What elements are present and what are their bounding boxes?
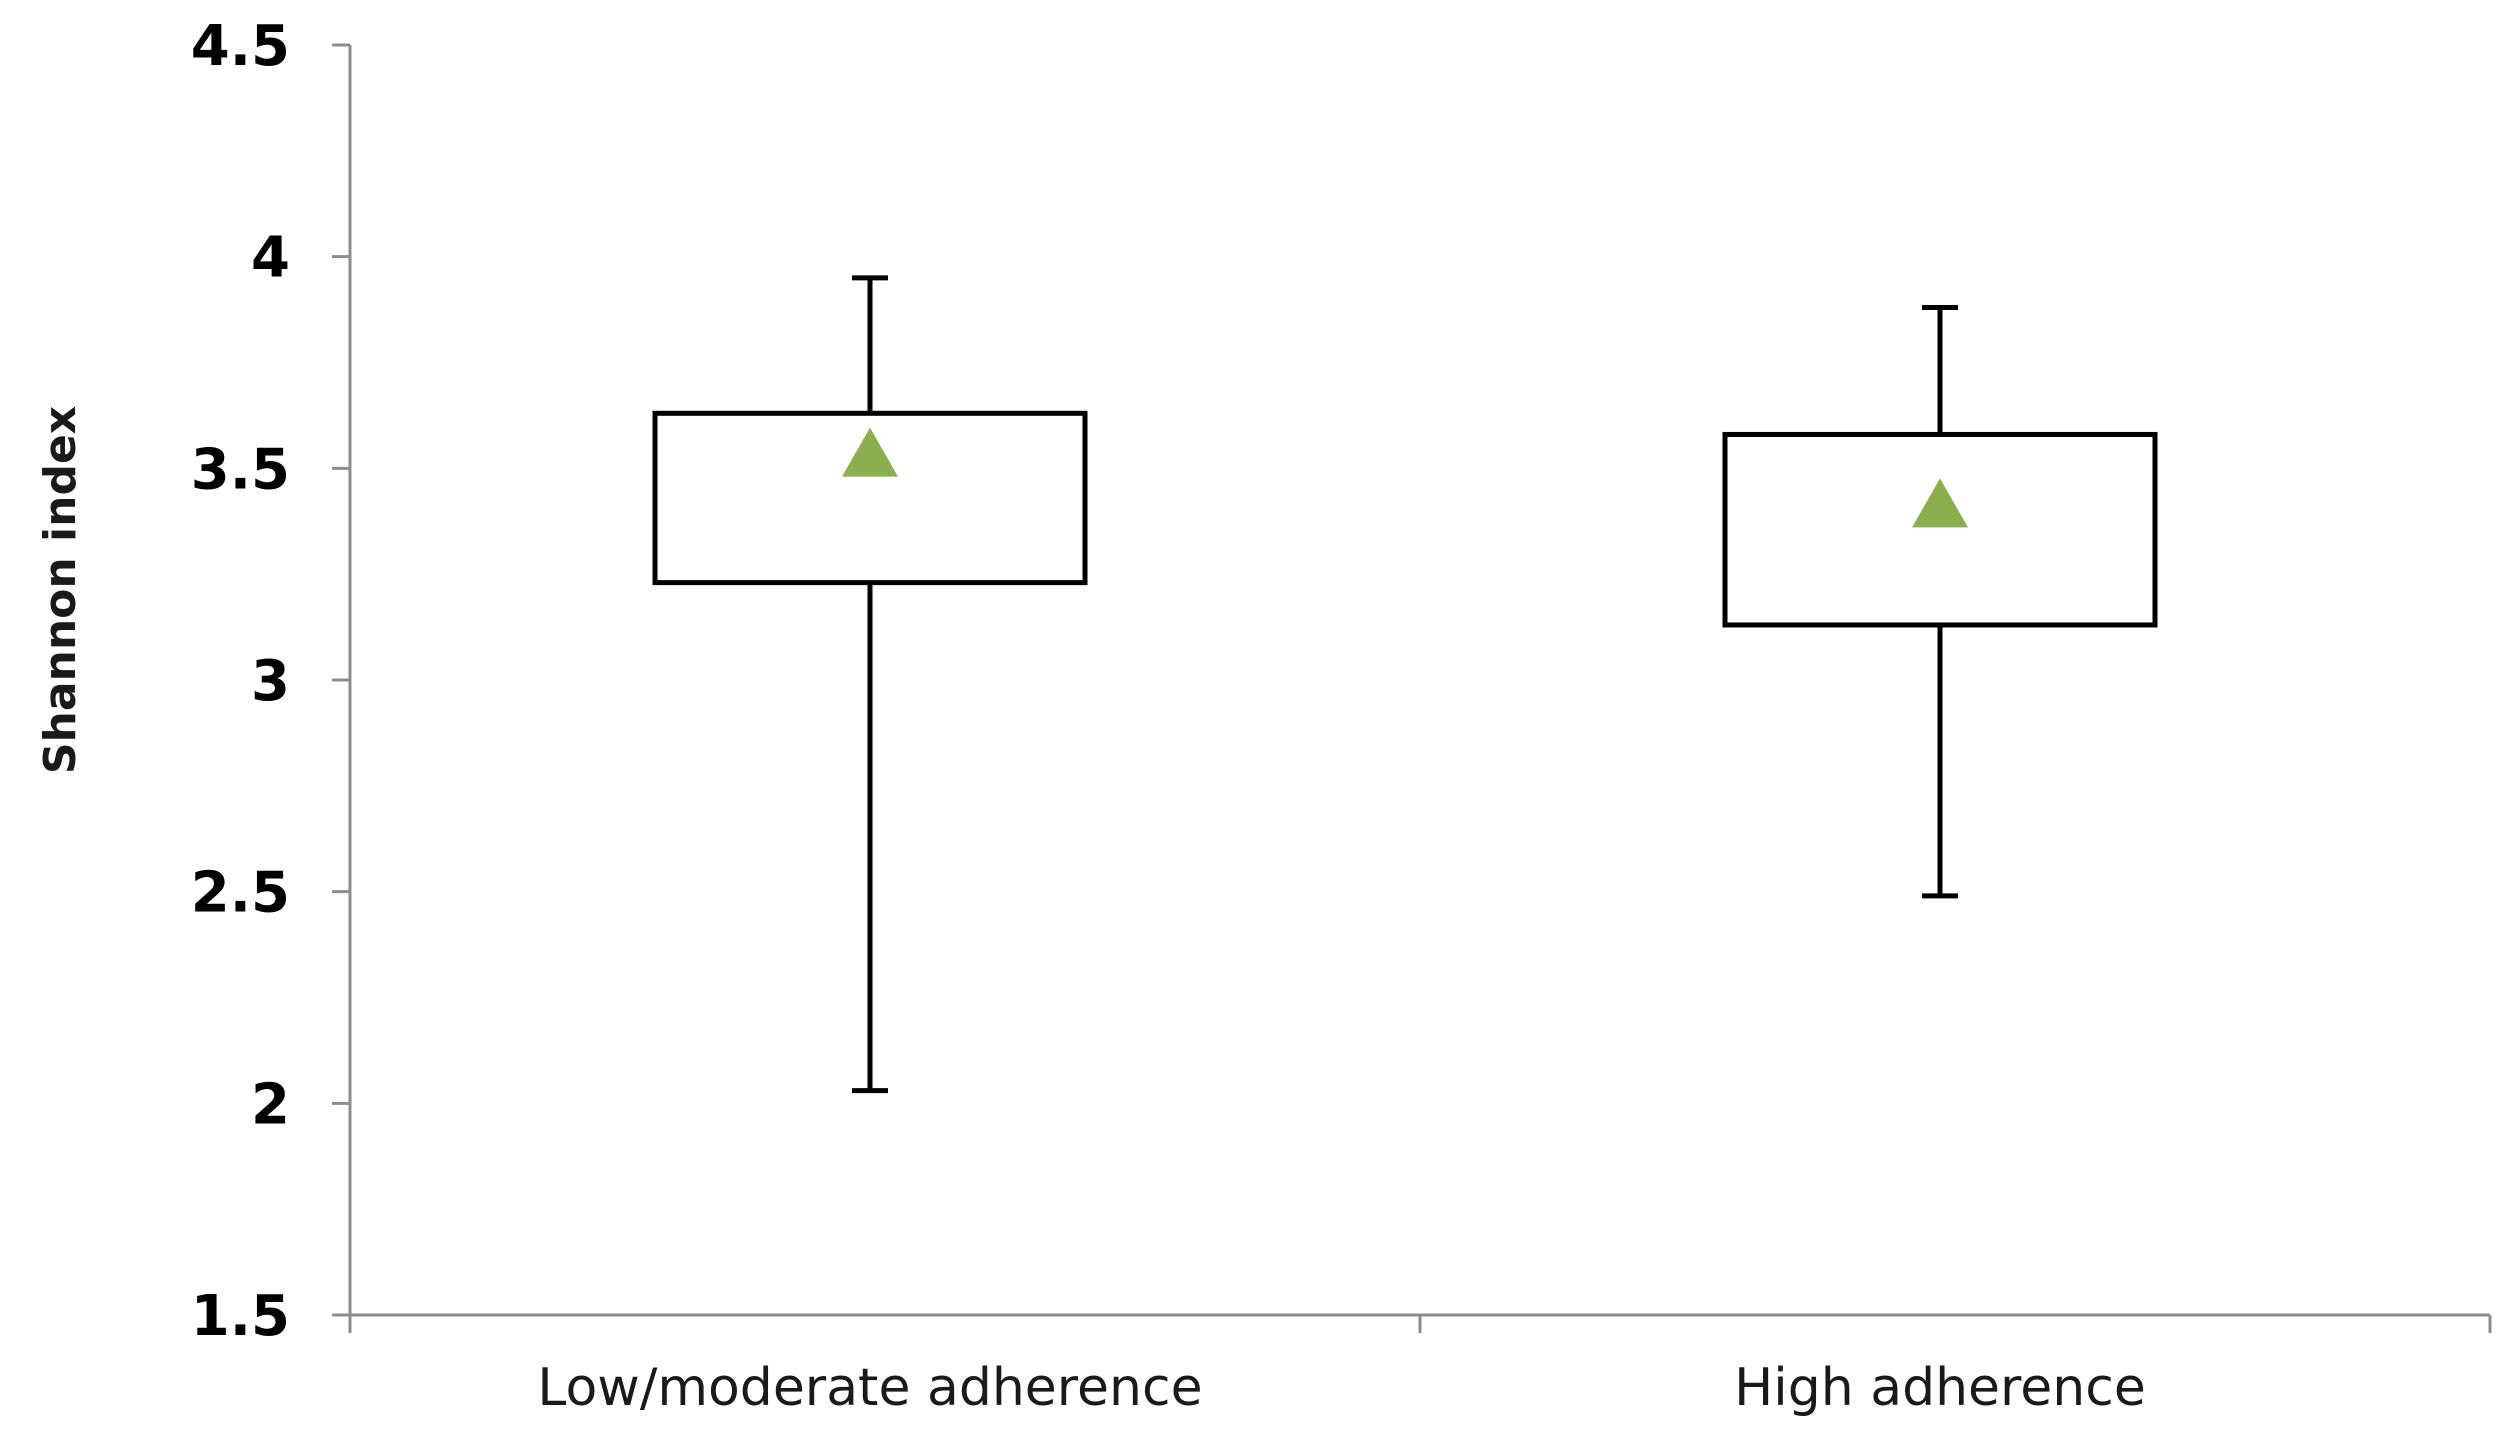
box-2 [1722,304,2158,899]
iqr-box [1722,431,2158,628]
boxes [652,275,2158,1094]
y-tick-label: 1.5 [191,1284,290,1349]
iqr-box [652,410,1088,586]
y-axis-title: Shannon index [35,406,86,774]
x-categories: Low/moderate adherence High adherence [348,1315,2492,1418]
x-category-label: High adherence [1734,1358,2146,1418]
y-tick-label: 4.5 [191,14,290,79]
mean-marker [1912,478,1968,528]
y-tick-label: 3.5 [191,437,290,502]
y-tick-label: 2.5 [191,861,290,926]
box-1 [652,275,1088,1094]
y-tick-label: 4 [251,226,290,291]
mean-marker [842,427,898,477]
y-tick-label: 2 [251,1072,290,1137]
x-category-label: Low/moderate adherence [537,1358,1202,1418]
y-ticks: 1.5 2 2.5 3 3.5 4 4.5 [191,14,350,1349]
y-tick-label: 3 [251,649,290,714]
